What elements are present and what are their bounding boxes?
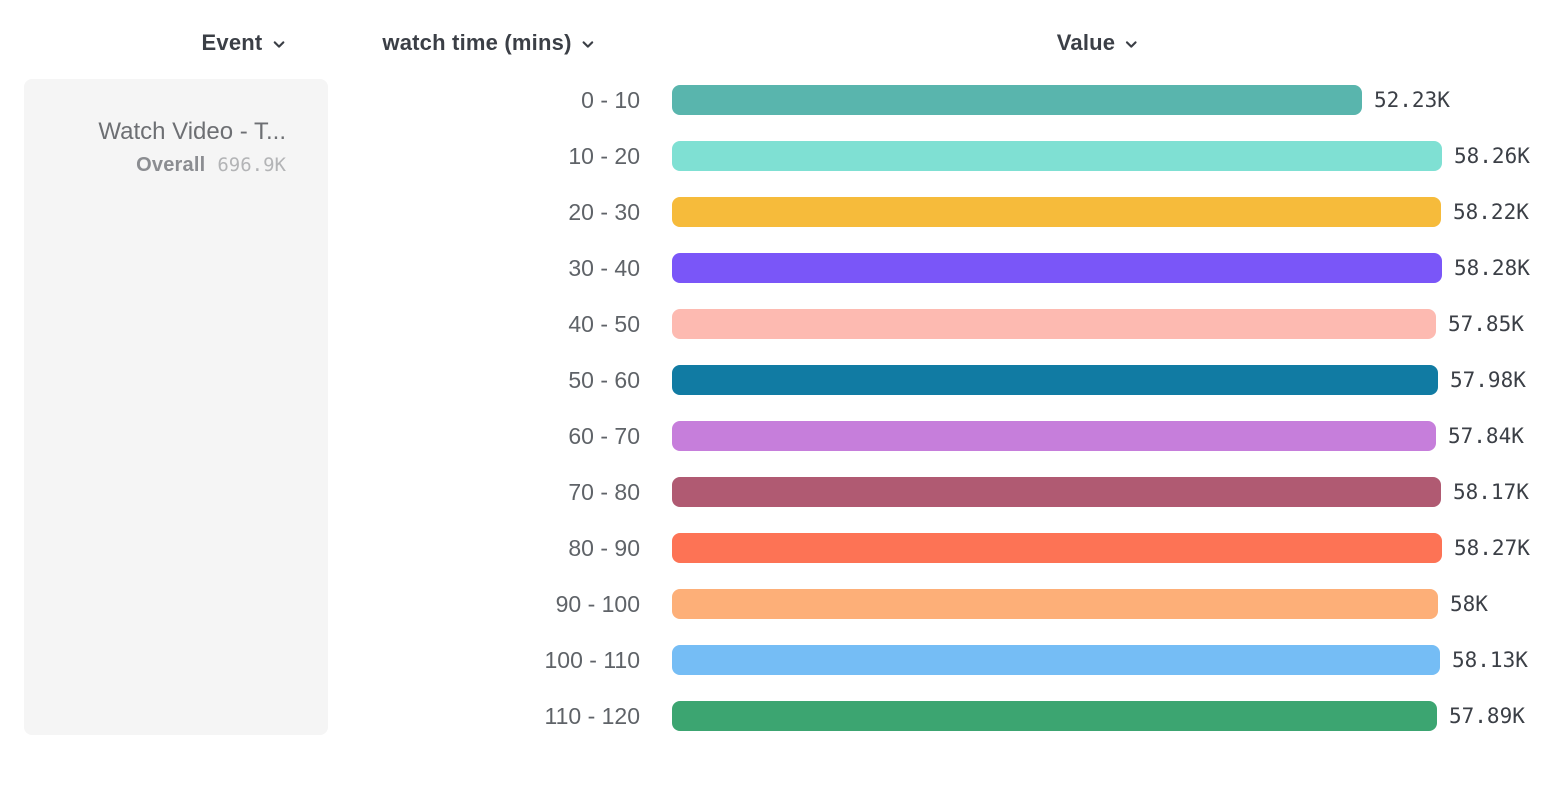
bar-row: 60 - 70 57.84K [0, 408, 1568, 464]
bar[interactable] [672, 253, 1442, 283]
bar[interactable] [672, 141, 1442, 171]
overall-value: 696.9K [217, 154, 286, 177]
bar[interactable] [672, 589, 1438, 619]
bar-row: 100 - 110 58.13K [0, 632, 1568, 688]
chevron-down-icon [581, 37, 596, 52]
bucket-label: 60 - 70 [568, 422, 640, 449]
overall-label: Overall [136, 154, 206, 177]
bar-row: 30 - 40 58.28K [0, 240, 1568, 296]
bar-row: 10 - 20 58.26K [0, 128, 1568, 184]
bucket-label: 20 - 30 [568, 198, 640, 225]
event-card[interactable]: Watch Video - T... Overall 696.9K [24, 79, 328, 735]
event-title: Watch Video - T... [98, 118, 286, 145]
bucket-label: 40 - 50 [568, 310, 640, 337]
bar-value-label: 57.84K [1448, 424, 1524, 448]
bar-value-label: 58K [1450, 592, 1488, 616]
bar[interactable] [672, 645, 1440, 675]
breakdown-column-label: watch time (mins) [382, 30, 572, 55]
bar[interactable] [672, 85, 1362, 115]
bar-row: 80 - 90 58.27K [0, 520, 1568, 576]
bar-row: 90 - 100 58K [0, 576, 1568, 632]
bar-value-label: 52.23K [1374, 88, 1450, 112]
bar[interactable] [672, 309, 1436, 339]
bar-value-label: 58.28K [1454, 256, 1530, 280]
bar-row: 40 - 50 57.85K [0, 296, 1568, 352]
value-column-label: Value [1056, 30, 1116, 55]
breakdown-column-header[interactable]: watch time (mins) [382, 28, 595, 58]
bucket-label: 80 - 90 [568, 534, 640, 561]
bar-value-label: 57.98K [1450, 368, 1526, 392]
bar-value-label: 58.26K [1454, 144, 1530, 168]
bar-value-label: 57.89K [1449, 704, 1525, 728]
chevron-down-icon [271, 37, 286, 52]
bar[interactable] [672, 477, 1441, 507]
bucket-label: 70 - 80 [568, 478, 640, 505]
bucket-label: 30 - 40 [568, 254, 640, 281]
bar-row: 110 - 120 57.89K [0, 688, 1568, 744]
bar-row: 50 - 60 57.98K [0, 352, 1568, 408]
bucket-label: 10 - 20 [568, 142, 640, 169]
bucket-label: 110 - 120 [544, 702, 640, 729]
bar[interactable] [672, 365, 1438, 395]
bucket-label: 50 - 60 [568, 366, 640, 393]
value-column-header[interactable]: Value [1057, 28, 1139, 58]
bar[interactable] [672, 701, 1437, 731]
chevron-down-icon [1124, 37, 1139, 52]
event-column-header[interactable]: Event [202, 28, 287, 58]
bucket-label: 0 - 10 [581, 86, 640, 113]
bar-row: 70 - 80 58.17K [0, 464, 1568, 520]
bar-value-label: 58.27K [1454, 536, 1530, 560]
bar[interactable] [672, 533, 1442, 563]
bucket-label: 100 - 110 [544, 646, 640, 673]
bar-value-label: 57.85K [1448, 312, 1524, 336]
event-column-label: Event [201, 30, 263, 55]
bar-value-label: 58.22K [1453, 200, 1529, 224]
bar-row: 20 - 30 58.22K [0, 184, 1568, 240]
bar[interactable] [672, 197, 1441, 227]
bar-row: 0 - 10 52.23K [0, 72, 1568, 128]
bar[interactable] [672, 421, 1436, 451]
bar-chart: 0 - 10 52.23K 10 - 20 58.26K 20 - 30 58.… [0, 72, 1568, 744]
bar-value-label: 58.17K [1453, 480, 1529, 504]
bucket-label: 90 - 100 [555, 590, 640, 617]
overall-row: Overall 696.9K [24, 154, 286, 177]
bar-value-label: 58.13K [1452, 648, 1528, 672]
